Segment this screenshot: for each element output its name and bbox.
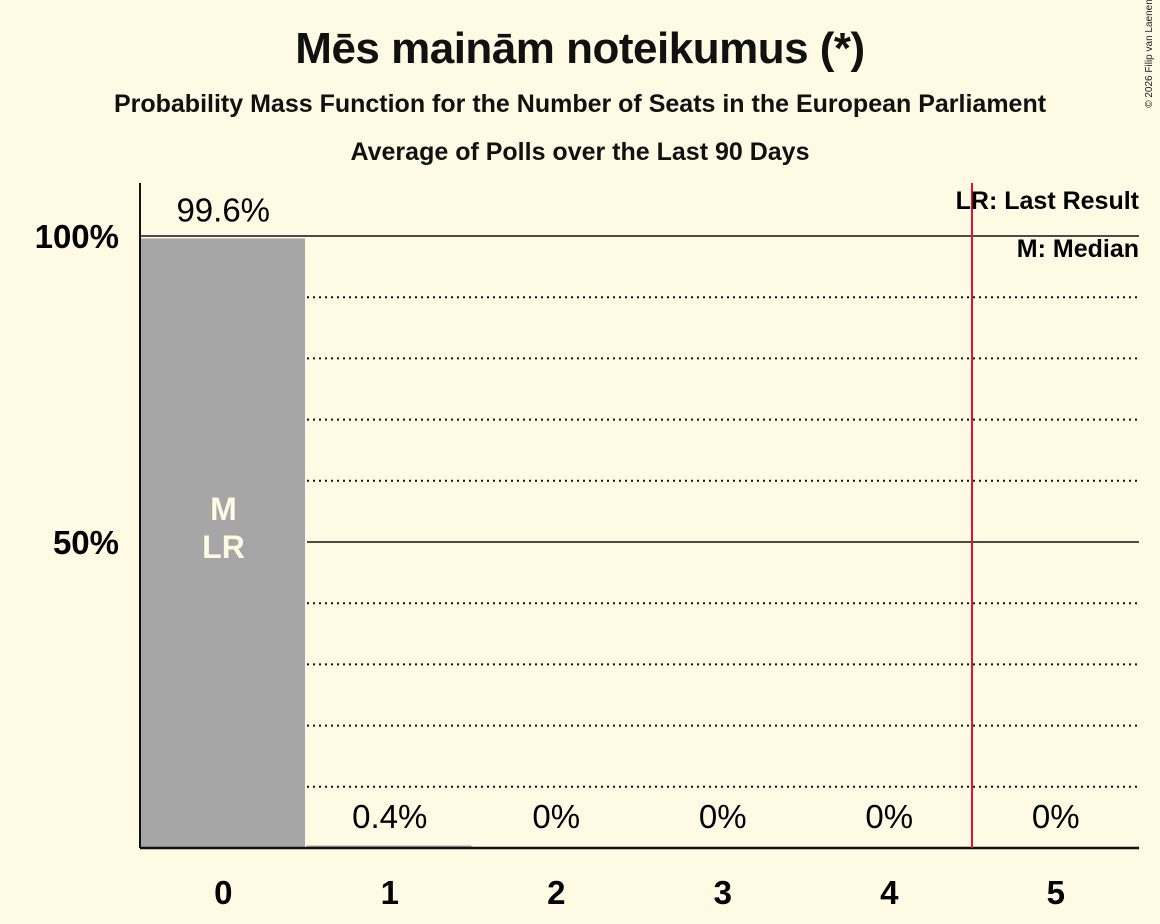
chart-title: Mēs mainām noteikumus (*)	[295, 24, 865, 73]
y-tick-label-100: 100%	[35, 218, 119, 255]
x-tick-label-2: 2	[547, 874, 565, 911]
chart-subtitle-period: Average of Polls over the Last 90 Days	[350, 138, 810, 166]
y-tick-label-50: 50%	[53, 524, 119, 561]
legend-last-result: LR: Last Result	[956, 187, 1140, 215]
value-label-2: 0%	[532, 798, 580, 835]
x-tick-label-1: 1	[381, 874, 399, 911]
x-tick-label-5: 5	[1047, 874, 1065, 911]
marker-m: M	[210, 491, 237, 527]
x-tick-label-3: 3	[714, 874, 732, 911]
bar-seats-0	[140, 238, 305, 848]
value-label-5: 0%	[1032, 798, 1080, 835]
value-label-3: 0%	[699, 798, 747, 835]
x-tick-label-0: 0	[214, 874, 232, 911]
value-label-1: 0.4%	[352, 798, 427, 835]
chart-subtitle: Probability Mass Function for the Number…	[113, 90, 1047, 118]
x-tick-label-4: 4	[880, 874, 899, 911]
marker-lr: LR	[202, 529, 245, 565]
legend-median: M: Median	[1017, 235, 1139, 263]
value-label-0: 99.6%	[176, 191, 270, 228]
value-label-4: 0%	[865, 798, 913, 835]
